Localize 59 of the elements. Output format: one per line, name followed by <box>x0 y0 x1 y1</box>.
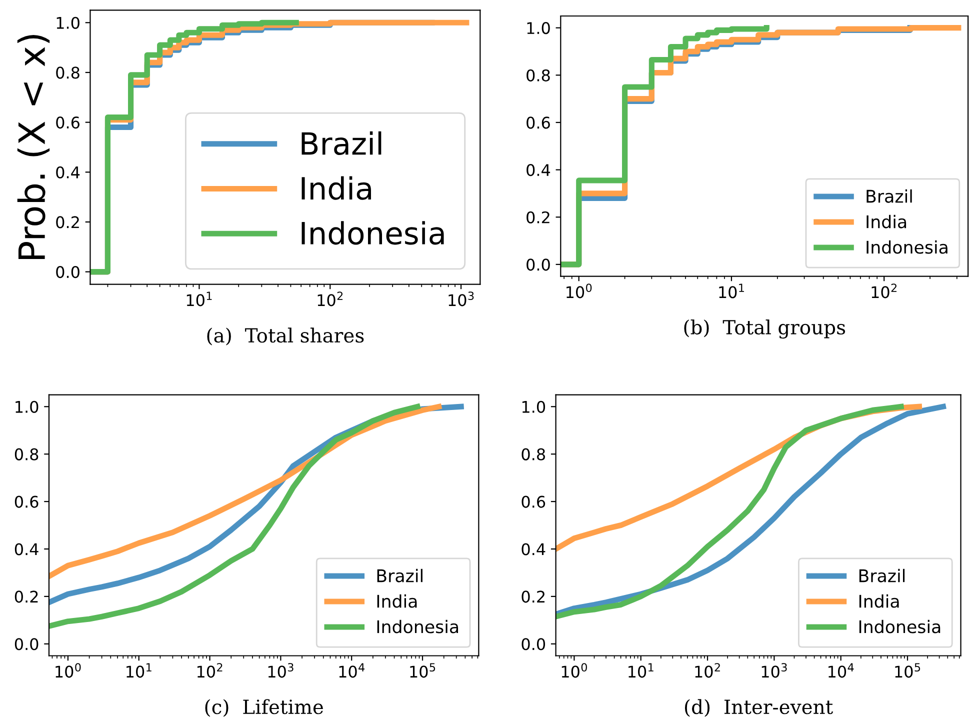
y-axis-title: Prob. (X < x) <box>17 34 50 259</box>
legend-label: Brazil <box>377 568 422 582</box>
legend-label: India <box>866 214 906 228</box>
y-tick-label: 0.8 <box>526 69 550 82</box>
y-tick-label: 0.0 <box>526 258 550 271</box>
y-tick-label: 0.4 <box>14 543 38 556</box>
y-tick-label: 0.6 <box>56 116 80 129</box>
x-tick-label: 10$^{2}$ <box>872 284 896 298</box>
y-tick-label: 0.6 <box>526 116 550 129</box>
y-tick-label: 0.8 <box>14 448 38 460</box>
x-tick-label: 10$^{3}$ <box>448 292 474 306</box>
x-tick-label: 10$^{1}$ <box>719 284 744 298</box>
legend-label: Indonesia <box>377 620 458 634</box>
y-tick-label: 0.4 <box>56 166 80 178</box>
x-tick-label: 10$^{0}$ <box>56 663 81 678</box>
legend-label: Indonesia <box>859 620 940 634</box>
legend-label: India <box>377 594 417 608</box>
y-tick-label: 1.0 <box>16 400 38 413</box>
x-tick-label: 10$^{2}$ <box>318 292 343 306</box>
y-tick-label: 0.4 <box>526 164 550 176</box>
x-tick-label: 10$^{1}$ <box>186 292 212 306</box>
y-tick-label: 1.0 <box>522 400 546 413</box>
y-tick-label: 1.0 <box>56 16 80 29</box>
legend-label: Brazil <box>859 568 905 582</box>
y-tick-label: 0.6 <box>522 496 546 508</box>
legend-label: India <box>302 176 371 200</box>
x-tick-label: 10$^{2}$ <box>695 663 720 678</box>
y-tick-label: 0.0 <box>56 266 80 278</box>
legend-label: Indonesia <box>866 240 948 254</box>
legend-label: Indonesia <box>302 221 444 245</box>
x-tick-label: 10$^{3}$ <box>762 663 787 678</box>
x-tick-label: 10$^{0}$ <box>566 284 592 298</box>
text: (b) Total groups <box>684 319 846 339</box>
x-tick-label: 10$^{4}$ <box>828 663 854 678</box>
text: (d) Inter-event <box>684 699 833 717</box>
x-tick-label: 10$^{1}$ <box>628 663 654 678</box>
y-tick-label: 0.2 <box>14 590 38 603</box>
text: (c) Lifetime <box>205 699 323 717</box>
text: (a) Total shares <box>207 328 364 346</box>
x-tick-label: 10$^{0}$ <box>562 663 587 678</box>
x-tick-label: 10$^{5}$ <box>895 663 920 678</box>
y-tick-label: 0.8 <box>522 448 545 460</box>
x-tick-label: 10$^{1}$ <box>126 663 152 678</box>
x-tick-label: 10$^{2}$ <box>197 663 222 678</box>
y-tick-label: 0.2 <box>56 216 79 228</box>
legend-label: India <box>859 594 899 608</box>
y-tick-label: 0.2 <box>526 211 550 224</box>
x-tick-label: 10$^{5}$ <box>410 663 436 678</box>
y-tick-label: 0.8 <box>56 66 80 79</box>
y-tick-label: 1.0 <box>527 22 550 34</box>
y-tick-label: 0.0 <box>14 638 38 650</box>
legend-label: Brazil <box>866 189 912 203</box>
x-tick-label: 10$^{4}$ <box>339 663 365 678</box>
legend-label: Brazil <box>302 131 382 156</box>
y-tick-label: 0.6 <box>14 496 38 508</box>
y-tick-label: 0.4 <box>522 543 546 556</box>
x-tick-label: 10$^{3}$ <box>268 663 294 678</box>
y-tick-label: 0.2 <box>522 590 544 603</box>
y-tick-label: 0.0 <box>522 638 546 650</box>
